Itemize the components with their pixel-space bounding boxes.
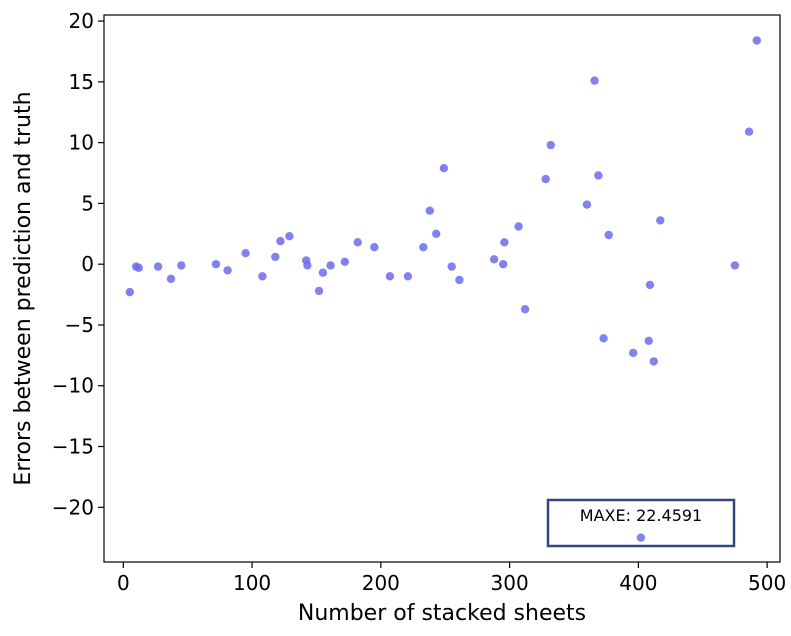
data-point — [370, 243, 379, 252]
y-tick-label: −10 — [52, 374, 94, 398]
data-point — [636, 533, 646, 542]
data-point — [134, 263, 143, 272]
x-axis-label: Number of stacked sheets — [298, 601, 586, 626]
y-tick-label: 10 — [69, 131, 94, 155]
data-point — [177, 261, 186, 270]
data-point — [447, 262, 456, 271]
data-point — [455, 275, 464, 285]
data-point — [125, 287, 134, 297]
y-tick-label: 20 — [69, 9, 94, 33]
data-point — [744, 127, 754, 136]
x-tick-label: 300 — [491, 571, 529, 595]
data-point — [166, 274, 176, 283]
data-point — [752, 36, 761, 45]
y-axis: −20 −15 −10 −5 0 5 10 15 20 — [52, 9, 104, 519]
maxe-annotation-text: MAXE: 22.4591 — [580, 506, 702, 525]
y-axis-label: Errors between prediction and truth — [11, 91, 36, 485]
data-point — [500, 238, 509, 247]
data-point — [514, 222, 523, 231]
data-point — [314, 286, 324, 296]
data-point — [649, 357, 658, 366]
data-point — [546, 140, 555, 150]
data-point — [425, 206, 434, 215]
x-tick-label: 100 — [233, 571, 271, 595]
x-axis: 0 100 200 300 400 500 — [117, 562, 786, 595]
data-point — [326, 261, 335, 270]
x-tick-label: 500 — [748, 571, 786, 595]
data-point — [439, 164, 449, 173]
data-point — [403, 272, 413, 281]
data-point — [318, 268, 328, 277]
data-point — [629, 348, 638, 358]
data-point — [599, 334, 608, 343]
data-point — [153, 262, 163, 271]
x-tick-label: 0 — [117, 571, 130, 595]
data-point — [353, 238, 362, 247]
data-point — [340, 257, 349, 266]
data-point — [419, 243, 428, 252]
data-point — [271, 252, 280, 262]
data-point — [489, 255, 499, 264]
data-point — [590, 76, 599, 85]
y-tick-label: 5 — [81, 191, 94, 215]
x-tick-label: 200 — [362, 571, 400, 595]
data-point — [541, 174, 550, 184]
y-tick-label: 15 — [69, 70, 94, 94]
data-point — [520, 305, 530, 314]
y-tick-label: −5 — [65, 313, 94, 337]
points-layer — [125, 36, 761, 542]
y-tick-label: −20 — [52, 495, 94, 519]
data-point — [211, 260, 221, 269]
data-point — [645, 280, 655, 290]
data-point — [258, 272, 267, 281]
data-point — [644, 336, 653, 345]
data-point — [285, 232, 294, 241]
data-point — [432, 229, 441, 238]
data-point — [499, 260, 508, 269]
data-point — [276, 236, 285, 246]
maxe-annotation-box — [546, 498, 736, 548]
y-tick-label: −15 — [52, 435, 94, 459]
data-point — [594, 171, 603, 180]
x-tick-label: 400 — [619, 571, 657, 595]
plot-frame — [103, 14, 781, 563]
data-point — [241, 249, 250, 258]
data-point — [730, 261, 740, 270]
y-tick-label: 0 — [81, 252, 94, 276]
data-point — [303, 261, 312, 270]
data-point — [604, 230, 613, 240]
data-point — [582, 200, 592, 209]
data-point — [656, 216, 665, 225]
data-point — [223, 266, 232, 275]
data-point — [385, 272, 395, 281]
